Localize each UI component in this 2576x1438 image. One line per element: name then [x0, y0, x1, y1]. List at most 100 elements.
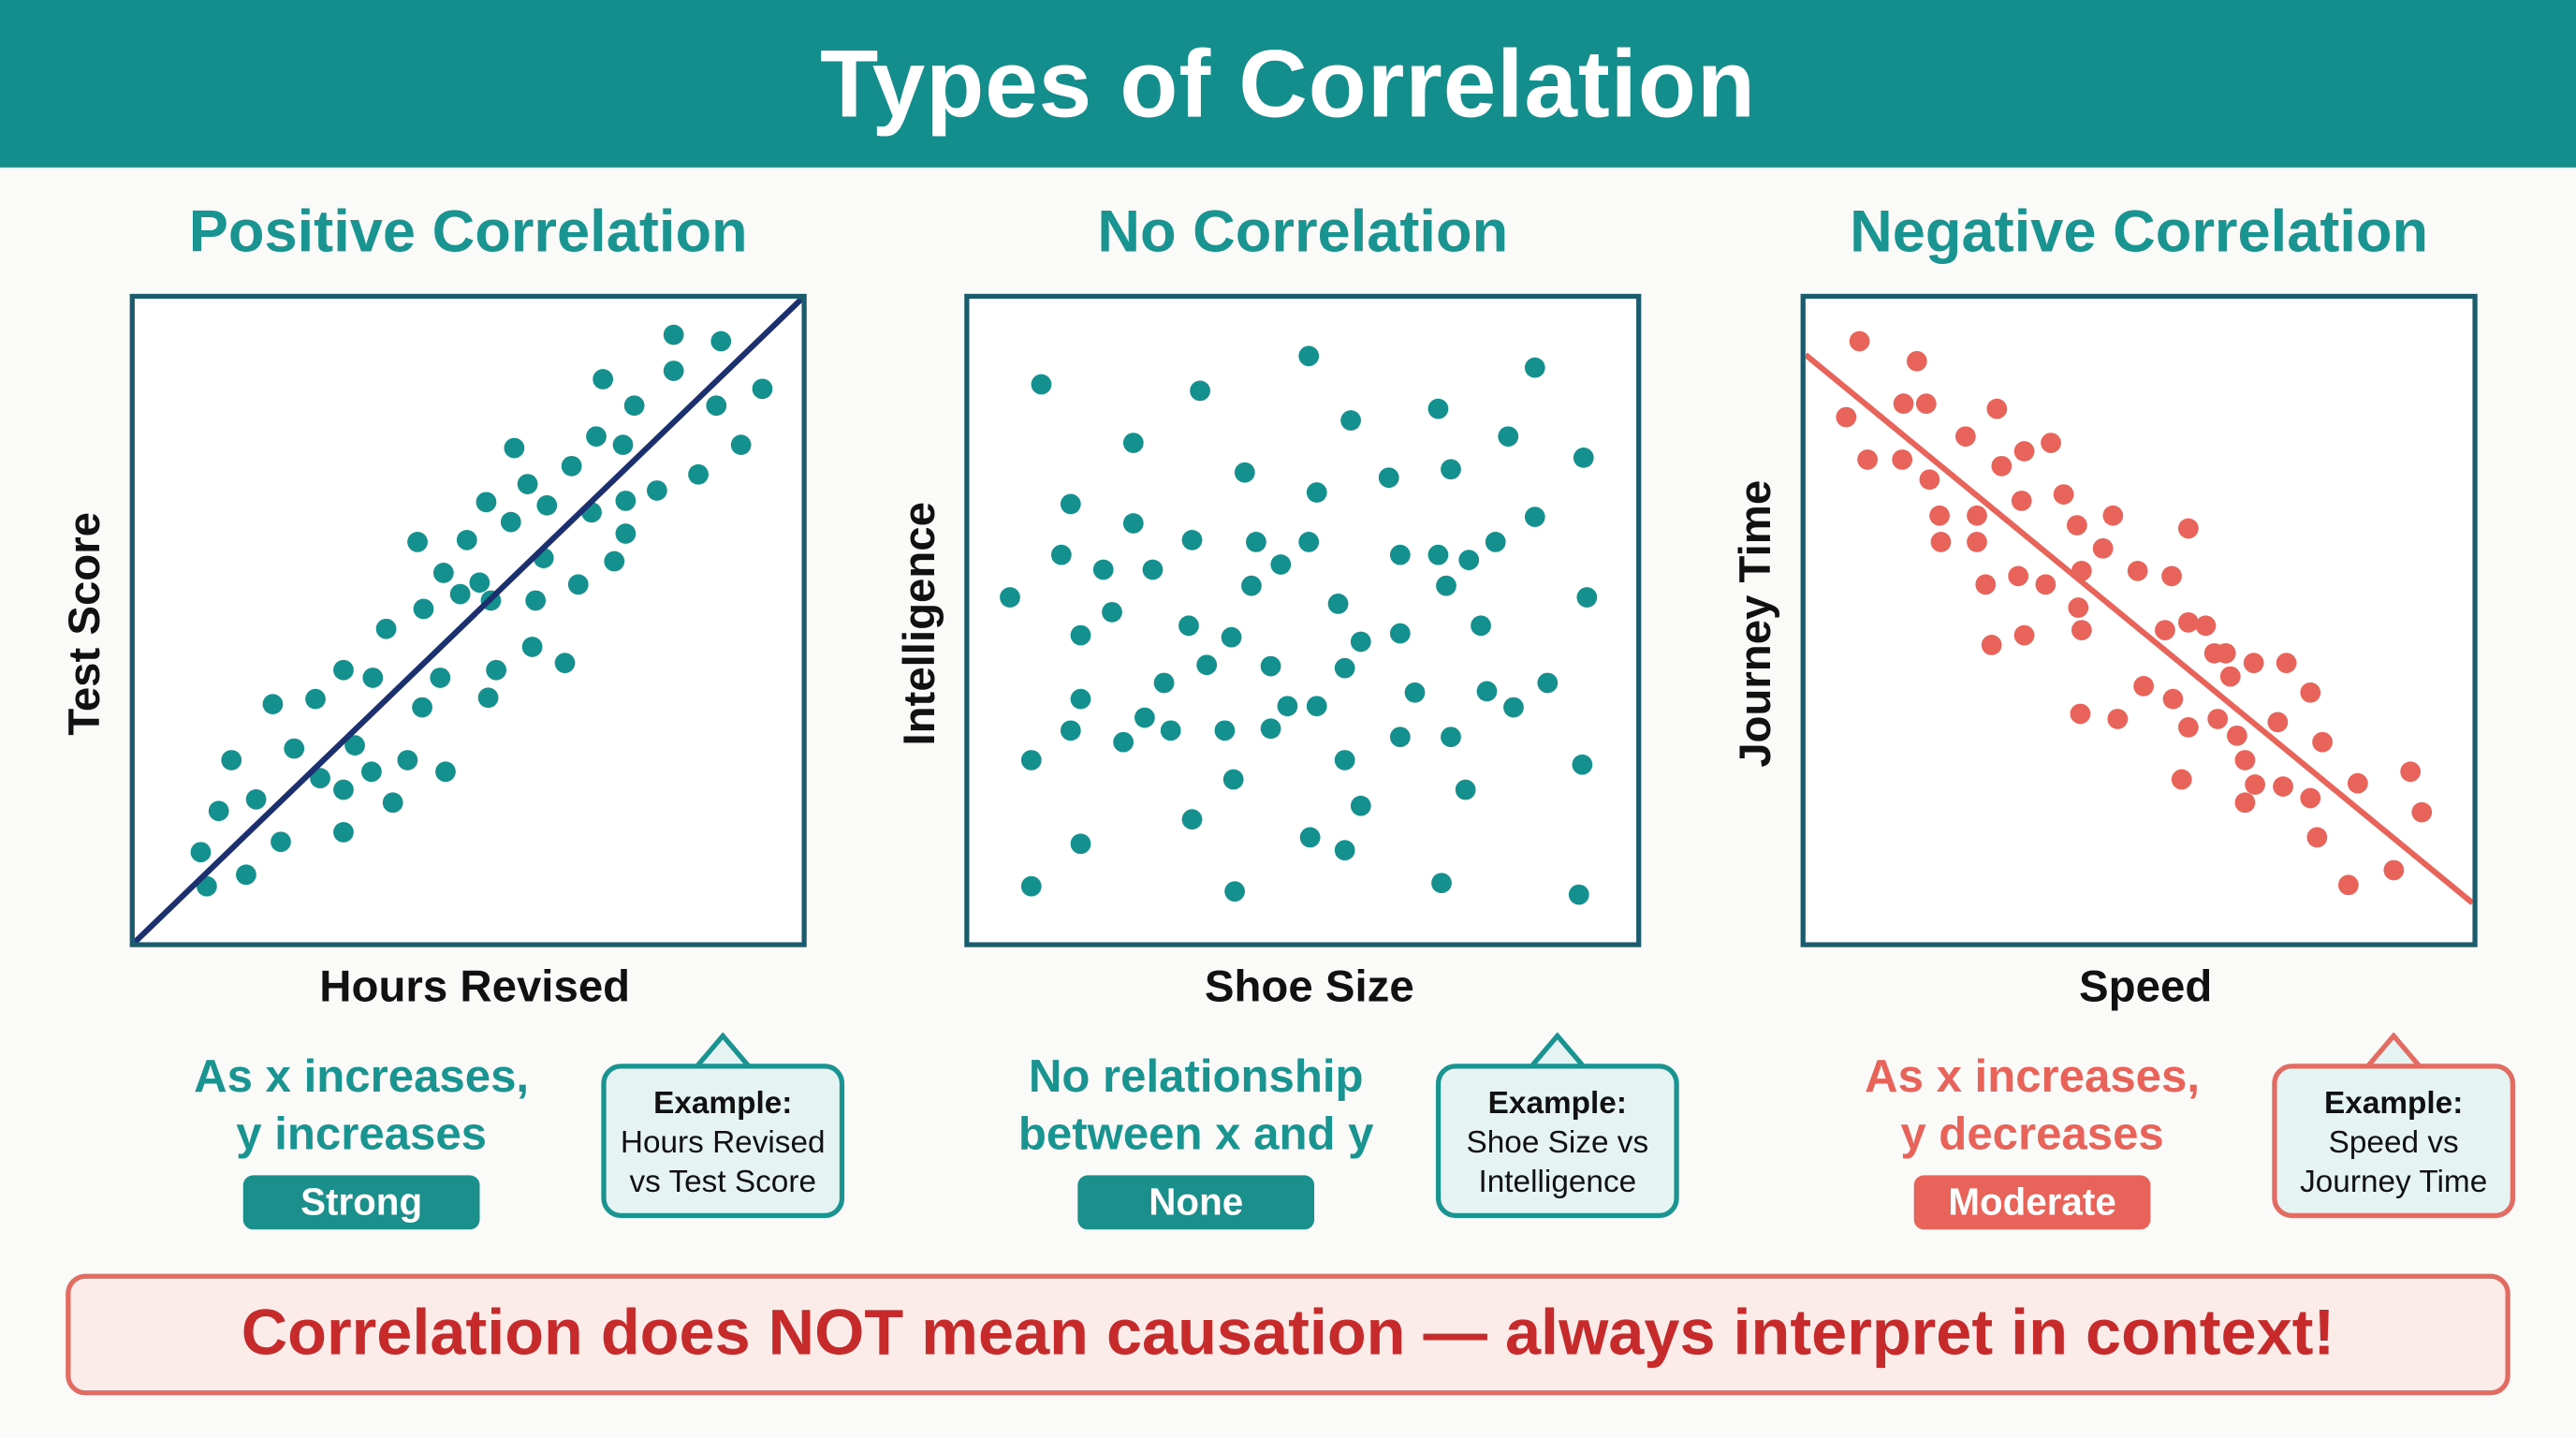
- data-point: [688, 463, 709, 485]
- data-point: [646, 480, 667, 501]
- data-point: [2127, 560, 2148, 581]
- data-point: [1050, 544, 1072, 565]
- data-point: [504, 437, 525, 459]
- data-point: [1234, 462, 1255, 483]
- data-point: [663, 360, 684, 381]
- data-point: [2053, 484, 2074, 505]
- data-point: [1270, 554, 1292, 575]
- data-point: [1967, 505, 1987, 526]
- data-point: [1142, 559, 1164, 580]
- data-point: [2276, 653, 2297, 674]
- data-point: [536, 494, 558, 516]
- panel-title: Positive Correlation: [188, 197, 748, 265]
- data-point: [1498, 426, 1519, 448]
- data-point: [752, 378, 773, 400]
- data-point: [1503, 697, 1524, 718]
- data-point: [2300, 682, 2321, 703]
- data-point: [615, 523, 637, 544]
- statement: As x increases, y increases: [165, 1048, 559, 1163]
- data-point: [1524, 357, 1545, 378]
- callout-pointer: [695, 1032, 752, 1069]
- data-point: [305, 688, 326, 710]
- data-point: [2035, 574, 2056, 595]
- data-point: [2207, 709, 2229, 729]
- data-point: [2013, 441, 2035, 462]
- data-point: [2227, 725, 2247, 746]
- data-point: [1929, 505, 1950, 526]
- data-point: [1298, 345, 1320, 367]
- y-axis-label: Intelligence: [894, 502, 944, 746]
- x-axis-label: Hours Revised: [319, 961, 631, 1012]
- header-banner: Types of Correlation: [0, 0, 2576, 168]
- data-point: [2107, 709, 2129, 729]
- data-point: [2411, 801, 2433, 823]
- data-point: [2300, 787, 2321, 809]
- data-point: [2011, 491, 2032, 511]
- data-point: [663, 324, 684, 345]
- data-point: [1857, 449, 1879, 470]
- data-point: [2338, 874, 2359, 896]
- scatter-svg: [1000, 345, 1598, 905]
- data-point: [449, 583, 471, 605]
- example-label: Example:: [1487, 1086, 1627, 1122]
- scatter-svg: [134, 299, 802, 943]
- data-point: [2071, 620, 2092, 640]
- data-point: [554, 653, 576, 674]
- data-point: [1849, 330, 1870, 352]
- data-point: [1986, 398, 2008, 419]
- data-point: [1070, 688, 1091, 710]
- data-point: [310, 768, 330, 789]
- data-point: [1260, 718, 1281, 740]
- data-point: [412, 697, 432, 718]
- example-label: Example:: [2324, 1086, 2464, 1122]
- data-point: [1537, 672, 1559, 694]
- data-point: [2162, 688, 2184, 710]
- data-point: [2400, 761, 2422, 783]
- data-point: [1573, 448, 1594, 468]
- x-axis-label: Shoe Size: [1204, 961, 1414, 1012]
- panel-positive: Positive Correlation Test Score Hours Re…: [0, 0, 855, 1264]
- data-point: [1241, 575, 1262, 596]
- data-point: [1277, 696, 1298, 717]
- data-point: [2161, 565, 2182, 587]
- data-point: [432, 563, 454, 583]
- data-point: [2092, 537, 2114, 559]
- data-point: [271, 831, 291, 853]
- data-point: [1306, 696, 1327, 717]
- data-point: [1471, 615, 1491, 637]
- data-point: [1260, 655, 1281, 677]
- strength-badge: Strong: [242, 1175, 480, 1230]
- data-point: [1334, 657, 1355, 679]
- data-point: [360, 761, 382, 783]
- scatter-plot-positive: [129, 293, 807, 947]
- data-point: [1102, 601, 1122, 623]
- data-point: [1181, 809, 1203, 830]
- data-point: [1389, 544, 1411, 565]
- data-point: [1568, 884, 1589, 905]
- data-point: [1020, 875, 1042, 897]
- data-point: [2070, 703, 2091, 725]
- trend-line: [1805, 352, 2473, 905]
- data-point: [1906, 350, 1927, 372]
- example-callout: Example: Shoe Size vs Intelligence: [1435, 1064, 1679, 1219]
- data-point: [2195, 615, 2217, 637]
- data-point: [430, 668, 451, 688]
- data-point: [1160, 720, 1181, 741]
- data-point: [1224, 881, 1245, 902]
- panel-title: No Correlation: [1097, 197, 1509, 265]
- data-point: [1378, 467, 1399, 489]
- data-point: [1196, 654, 1218, 676]
- data-point: [1930, 532, 1952, 552]
- data-point: [221, 750, 242, 770]
- data-point: [435, 761, 456, 783]
- data-point: [456, 529, 477, 550]
- data-point: [710, 330, 732, 352]
- data-point: [1524, 506, 1545, 527]
- data-point: [2041, 433, 2061, 453]
- statement-line: y increases: [236, 1108, 488, 1159]
- data-point: [362, 668, 384, 688]
- data-point: [1298, 532, 1320, 552]
- data-point: [486, 659, 507, 681]
- data-point: [2245, 774, 2266, 795]
